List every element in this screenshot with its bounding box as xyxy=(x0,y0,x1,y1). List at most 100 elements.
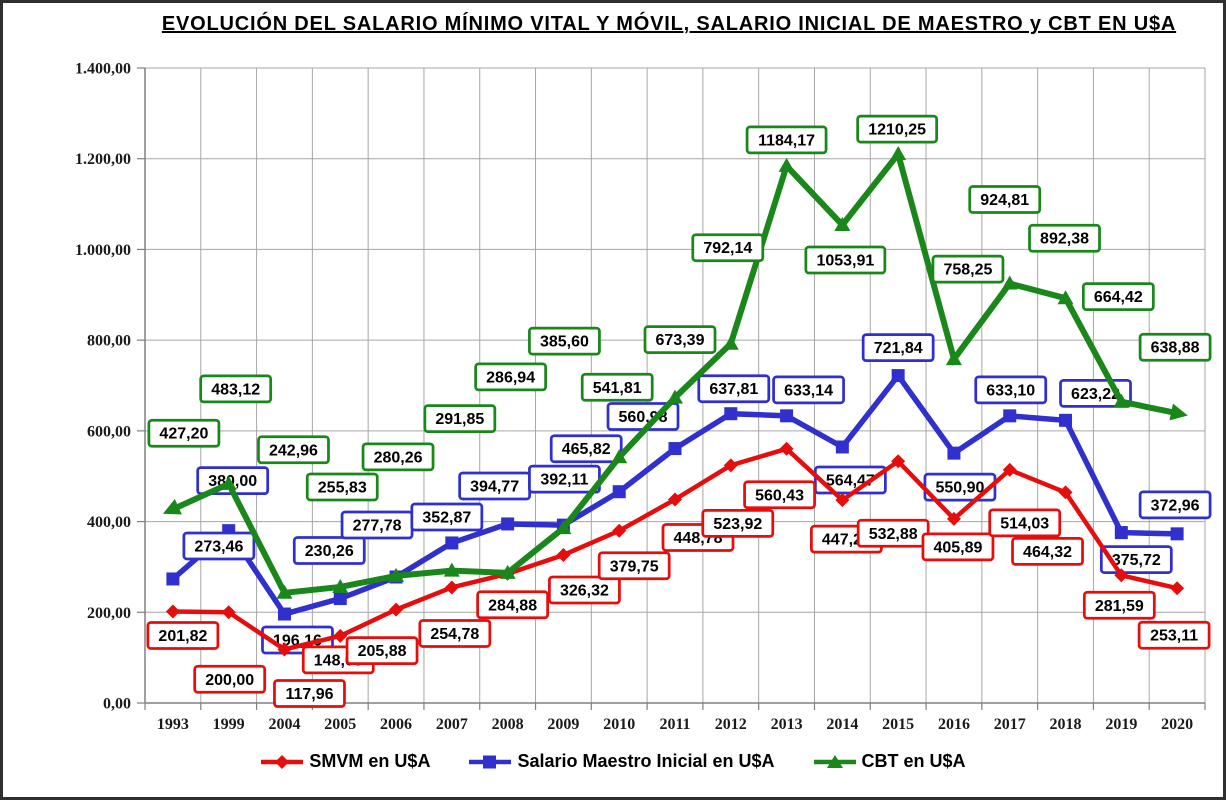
data-label-box xyxy=(146,621,220,650)
diamond-marker xyxy=(1058,485,1073,500)
data-label-box xyxy=(597,551,671,581)
data-label-text: 541,81 xyxy=(593,380,642,397)
data-label-text: 242,96 xyxy=(269,442,318,459)
data-label: 550,90 xyxy=(923,472,997,502)
square-marker xyxy=(780,409,794,423)
data-label-box xyxy=(1028,223,1101,253)
diamond-marker xyxy=(277,642,292,657)
data-label-box xyxy=(345,636,419,665)
data-label: 273,46 xyxy=(182,531,256,561)
data-label: 514,03 xyxy=(988,508,1062,538)
data-label-box xyxy=(580,372,654,402)
data-label-text: 205,88 xyxy=(358,643,407,660)
data-label: 792,14 xyxy=(691,233,765,263)
data-label: 255,83 xyxy=(305,472,379,502)
data-label-box xyxy=(305,472,379,502)
x-tick-label: 2014 xyxy=(826,716,858,733)
data-label: 405,89 xyxy=(921,532,995,562)
data-label: 664,42 xyxy=(1081,282,1155,312)
y-tick-label: 600,00 xyxy=(87,423,131,440)
data-label: 637,81 xyxy=(697,374,771,404)
triangle-marker xyxy=(1057,290,1074,305)
data-label-box xyxy=(410,502,484,532)
data-label: 1053,91 xyxy=(804,245,887,275)
data-label-text: 721,84 xyxy=(874,340,923,357)
data-label: 758,25 xyxy=(931,254,1005,284)
data-label-text: 464,32 xyxy=(1023,544,1072,561)
series-cbt-en-u-a: 427,20 483,12 242,96 255,83 280,26 291,85 286,… xyxy=(147,114,1212,599)
square-marker xyxy=(333,592,347,606)
chart-title: EVOLUCIÓN DEL SALARIO MÍNIMO VITAL Y MÓV… xyxy=(161,13,1177,35)
x-tick-label: 2016 xyxy=(938,716,970,733)
x-tick-label: 2009 xyxy=(547,716,579,733)
diamond-marker xyxy=(165,604,180,619)
data-label: 483,12 xyxy=(199,374,273,404)
y-tick-label: 200,00 xyxy=(87,605,131,622)
data-label-box xyxy=(549,434,623,464)
data-label-text: 550,90 xyxy=(935,480,984,497)
data-label: 253,11 xyxy=(1137,620,1211,650)
data-label: 465,82 xyxy=(549,434,623,464)
data-label-text: 523,92 xyxy=(713,516,762,533)
data-label: 286,94 xyxy=(474,362,548,392)
triangle-marker xyxy=(890,146,907,161)
square-marker xyxy=(1114,526,1128,540)
data-label: 560,43 xyxy=(743,480,816,510)
triangle-marker xyxy=(276,584,293,599)
diamond-marker xyxy=(444,580,459,595)
y-tick-label: 0,00 xyxy=(103,696,131,713)
data-label-box xyxy=(1138,332,1212,362)
x-tick-label: 2010 xyxy=(603,716,635,733)
data-label-text: 465,82 xyxy=(562,441,611,458)
triangle-marker xyxy=(1001,275,1018,290)
chart-legend: SMVM en U$A Salario Maestro Inicial en U$… xyxy=(0,751,1226,772)
data-label: 281,59 xyxy=(1082,590,1156,620)
data-label: 230,26 xyxy=(292,536,366,565)
data-label: 427,20 xyxy=(147,418,221,448)
square-marker xyxy=(277,607,291,621)
data-label: 394,77 xyxy=(458,471,532,501)
x-tick-label: 2019 xyxy=(1105,716,1137,733)
data-label-text: 372,96 xyxy=(1151,497,1200,514)
data-label: 392,11 xyxy=(528,464,601,494)
data-label-box xyxy=(861,333,935,362)
data-label-text: 758,25 xyxy=(943,262,992,279)
square-marker xyxy=(724,407,738,421)
diamond-marker xyxy=(779,441,794,456)
x-axis-labels: 1993 1999 2004 2005 2006 2007 2008 2009 2010 2011… xyxy=(157,716,1193,733)
data-label-box xyxy=(476,590,550,620)
data-label-box xyxy=(691,233,765,263)
data-label-text: 200,00 xyxy=(205,672,254,689)
data-label-box xyxy=(273,679,346,708)
diamond-marker xyxy=(891,454,906,469)
data-label-box xyxy=(804,245,887,275)
data-label: 242,96 xyxy=(257,435,330,465)
series-smvm-en-u-a: 201,82200,00117,96148,03205,88254,78284,… xyxy=(146,441,1211,708)
data-label-text: 623,22 xyxy=(1071,386,1120,403)
data-label-box xyxy=(257,435,330,465)
data-label-text: 892,38 xyxy=(1040,231,1089,248)
data-label: 532,88 xyxy=(856,518,930,548)
x-tick-label: 2015 xyxy=(882,716,914,733)
data-label-box xyxy=(423,404,497,434)
triangle-marker xyxy=(611,449,628,464)
data-label-text: 394,77 xyxy=(470,478,519,495)
data-label-box xyxy=(292,536,366,565)
legend-label: CBT en U$A xyxy=(861,751,966,771)
data-label-text: 1210,25 xyxy=(868,122,926,139)
y-tick-label: 1.000,00 xyxy=(75,242,131,259)
data-label-text: 1184,17 xyxy=(758,132,815,149)
legend-item-salario-maestro-inicial-en-u-a: Salario Maestro Inicial en U$A xyxy=(468,751,775,772)
data-label-text: 379,75 xyxy=(610,558,659,575)
data-label-box xyxy=(931,254,1005,284)
data-label-text: 673,39 xyxy=(656,332,705,349)
triangle-marker xyxy=(443,562,460,577)
data-label: 1184,17 xyxy=(745,125,828,155)
diamond-marker xyxy=(946,511,961,526)
square-marker xyxy=(668,442,682,456)
y-tick-label: 1.200,00 xyxy=(75,151,131,168)
data-label-box xyxy=(361,442,435,472)
square-marker xyxy=(612,485,626,499)
